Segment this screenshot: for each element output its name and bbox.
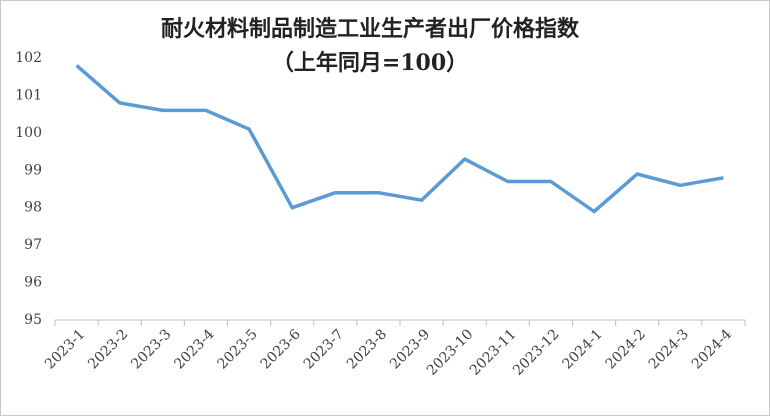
- y-tick-label: 98: [24, 200, 42, 216]
- line-series: [75, 64, 724, 214]
- y-tick-label: 95: [24, 312, 42, 328]
- y-tick-label: 99: [24, 162, 42, 178]
- y-tick-label: 101: [15, 87, 42, 103]
- y-tick-label: 102: [15, 50, 42, 66]
- y-tick-label: 97: [24, 237, 42, 253]
- y-tick-label: 96: [24, 275, 42, 291]
- y-tick-label: 100: [15, 125, 42, 141]
- chart-title: 耐火材料制品制造工业生产者出厂价格指数: [161, 16, 580, 42]
- chart-subtitle: （上年同月=100）: [272, 50, 468, 76]
